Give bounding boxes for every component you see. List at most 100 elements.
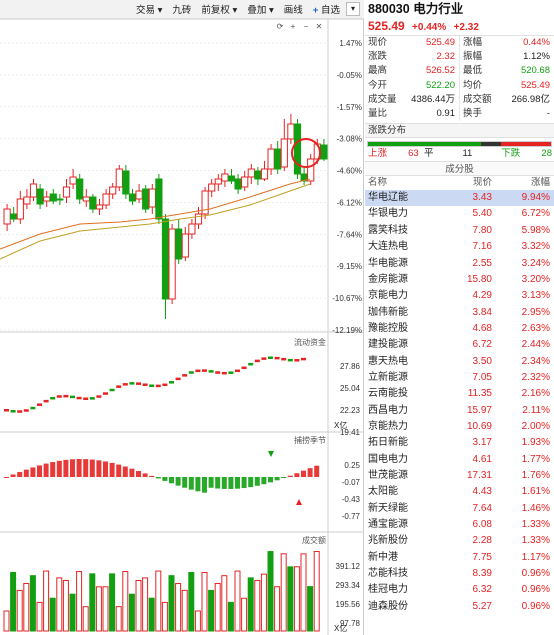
- season-bar: [116, 464, 122, 477]
- component-row[interactable]: 珈伟新能 3.84 2.95%: [365, 305, 554, 321]
- component-row[interactable]: 京能热力 10.69 2.00%: [365, 419, 554, 435]
- component-row[interactable]: 露笑科技 7.80 5.98%: [365, 223, 554, 239]
- component-row[interactable]: 金房能源 15.80 3.20%: [365, 272, 554, 288]
- draw-line-button[interactable]: 画线: [283, 5, 303, 16]
- turnover-bar: [161, 601, 168, 632]
- flow-tick: 19.41: [340, 428, 361, 437]
- component-name: 新天绿能: [368, 502, 408, 514]
- candle-body: [115, 168, 123, 188]
- quote-row: 涨跌 2.32 振幅 1.12%: [365, 50, 554, 65]
- component-row[interactable]: 桂冠电力 6.32 0.96%: [365, 582, 554, 598]
- zoom-out-icon[interactable]: −: [304, 22, 309, 31]
- component-pct: 1.46%: [521, 502, 550, 514]
- flow-segment: [202, 369, 207, 372]
- component-row[interactable]: 华电辽能 3.43 9.94%: [365, 190, 554, 207]
- season-bar: [307, 468, 313, 477]
- candle-body: [241, 176, 249, 188]
- index-name: 电力行业: [413, 2, 464, 16]
- turnover-bar: [214, 582, 221, 632]
- turnover-bar: [10, 571, 17, 632]
- quote-value: 1.12%: [523, 51, 550, 63]
- season-bar: [202, 477, 207, 493]
- flow-segment: [261, 357, 267, 360]
- component-price: 2.55: [472, 257, 492, 269]
- trade-menu[interactable]: 交易 ▾: [135, 5, 163, 16]
- season-bar: [274, 477, 280, 481]
- component-row[interactable]: 世茂能源 17.31 1.76%: [365, 468, 554, 484]
- adjust-menu[interactable]: 前复权 ▾: [201, 5, 238, 16]
- flow-segment: [241, 366, 247, 370]
- component-row[interactable]: 迪森股份 5.27 0.96%: [365, 599, 554, 615]
- candle-body: [155, 178, 163, 220]
- flow-segment: [83, 397, 89, 401]
- component-row[interactable]: 华电能源 2.55 3.24%: [365, 256, 554, 272]
- flow-segment: [268, 356, 273, 359]
- flow-segment: [37, 403, 42, 406]
- quote-value: 525.49: [425, 37, 455, 48]
- quote-row: 今开 522.20 均价 525.49: [365, 78, 554, 93]
- candle-body: [254, 170, 262, 180]
- flow-segment: [162, 383, 168, 387]
- turnover-tick: 195.56: [336, 600, 361, 609]
- component-row[interactable]: 大连热电 7.16 3.32%: [365, 239, 554, 255]
- component-row[interactable]: 新天绿能 7.64 1.46%: [365, 501, 554, 517]
- candle-body: [89, 196, 97, 210]
- component-row[interactable]: 豫能控股 4.68 2.63%: [365, 321, 554, 337]
- jiuzhuan-button[interactable]: 九砖: [172, 5, 192, 16]
- current-price: 525.49: [368, 19, 405, 33]
- turnover-bar: [23, 582, 30, 632]
- turnover-tick: 293.34: [336, 581, 361, 590]
- component-row[interactable]: 华银电力 5.40 6.72%: [365, 206, 554, 222]
- candle-body: [214, 178, 222, 185]
- flow-segment: [254, 359, 260, 363]
- flow-tick: 25.04: [340, 384, 361, 393]
- component-row[interactable]: 芯能科技 8.39 0.96%: [365, 566, 554, 582]
- turnover-bar: [56, 577, 63, 632]
- close-icon[interactable]: ✕: [316, 22, 323, 31]
- quote-value: 0.91: [436, 107, 456, 119]
- turnover-bar: [142, 577, 149, 632]
- season-bar: [142, 473, 148, 477]
- season-bar: [314, 465, 320, 477]
- turnover-unit: X亿: [334, 623, 347, 633]
- season-bar: [215, 477, 221, 489]
- header-name[interactable]: 名称: [368, 177, 388, 189]
- add-watchlist-button[interactable]: + 自选: [309, 1, 344, 17]
- candle-body: [3, 208, 11, 225]
- component-row[interactable]: 新中港 7.75 1.17%: [365, 550, 554, 566]
- component-row[interactable]: 兆新股份 2.28 1.33%: [365, 533, 554, 549]
- refresh-icon[interactable]: ⟳: [277, 22, 284, 31]
- flow-segment: [76, 396, 82, 400]
- season-bar: [221, 477, 227, 489]
- component-row[interactable]: 京能电力 4.29 3.13%: [365, 288, 554, 304]
- component-row[interactable]: 国电电力 4.61 1.77%: [365, 452, 554, 468]
- season-bar: [50, 462, 56, 477]
- price-change: +2.32: [453, 22, 479, 33]
- component-row[interactable]: 太阳能 4.43 1.61%: [365, 484, 554, 500]
- component-pct: 2.16%: [521, 388, 550, 400]
- component-row[interactable]: 西昌电力 15.97 2.11%: [365, 403, 554, 419]
- turnover-bar: [234, 570, 241, 632]
- kline-chart[interactable]: ⟳ + − ✕ 1.47% -0.05% -1.57% -3.08% -4.60% -6.12% -…: [0, 18, 364, 635]
- more-dropdown-icon[interactable]: ▾: [346, 2, 360, 16]
- y-tick-label: -6.12%: [337, 198, 362, 207]
- component-row[interactable]: 拓日新能 3.17 1.93%: [365, 435, 554, 451]
- component-row[interactable]: 云南能投 11.35 2.16%: [365, 386, 554, 402]
- component-row[interactable]: 通宝能源 6.08 1.33%: [365, 517, 554, 533]
- flow-segment: [23, 409, 29, 412]
- turnover-bar: [69, 593, 76, 632]
- quote-label: 今开: [368, 79, 388, 91]
- component-row[interactable]: 建投能源 6.72 2.44%: [365, 337, 554, 353]
- zoom-in-icon[interactable]: +: [291, 22, 296, 31]
- component-row[interactable]: 立新能源 7.05 2.32%: [365, 370, 554, 386]
- component-row[interactable]: 惠天热电 3.50 2.34%: [365, 354, 554, 370]
- overlay-menu[interactable]: 叠加 ▾: [247, 5, 274, 16]
- header-price[interactable]: 现价: [472, 177, 492, 189]
- chart-area[interactable]: ⟳ + − ✕ 1.47% -0.05% -1.57% -3.08% -4.60% -6.12% -…: [0, 18, 364, 635]
- season-bar: [56, 460, 62, 477]
- turnover-bar: [43, 570, 50, 632]
- quote-value: 266.98亿: [511, 93, 550, 105]
- header-pct[interactable]: 涨幅: [530, 177, 550, 189]
- season-bar: [30, 467, 36, 477]
- candle-body: [280, 138, 288, 168]
